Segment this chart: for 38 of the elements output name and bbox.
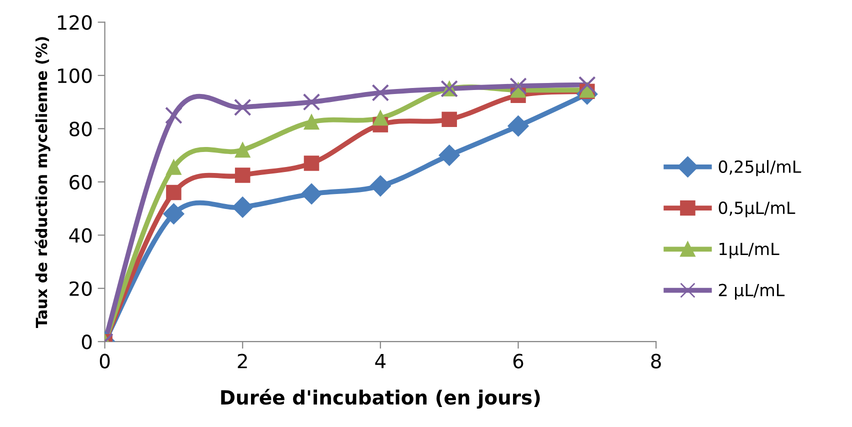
point (372, 110, 388, 126)
point (510, 77, 527, 95)
point (166, 160, 182, 175)
point (302, 93, 320, 111)
point (372, 84, 390, 102)
point (508, 115, 529, 137)
x-tick-label: 6 (513, 354, 524, 368)
x-axis-title: Durée d'incubation (en jours) (221, 388, 540, 409)
y-tick-label: 0 (82, 334, 92, 350)
x-tick-label: 0 (100, 354, 110, 368)
x-tick-label: 8 (651, 354, 661, 368)
point (165, 106, 182, 124)
point (370, 175, 391, 196)
legend-label: 0,5µL/mL (718, 201, 796, 218)
point (234, 168, 250, 183)
legend-label: 0,25µl/mL (718, 160, 802, 176)
point (578, 76, 596, 94)
point (304, 114, 320, 130)
legend-label: 2 µL/mL (718, 284, 785, 300)
point (232, 196, 254, 218)
point (166, 184, 182, 200)
y-tick-label: 40 (69, 228, 92, 243)
x-tick-label: 4 (375, 354, 386, 368)
point (234, 98, 252, 116)
y-tick-label: 60 (70, 174, 92, 190)
legend-label: 1µL/mL (720, 242, 780, 258)
point (234, 142, 250, 158)
point (300, 183, 322, 204)
point (163, 203, 184, 224)
point (304, 156, 320, 171)
point (438, 144, 460, 166)
point (442, 112, 457, 127)
y-tick-label: 20 (70, 281, 92, 296)
y-axis-title: Taux de réduction mycelienne (%) (34, 37, 50, 328)
x-tick-label: 2 (238, 354, 247, 368)
y-tick-label: 80 (70, 122, 92, 136)
y-tick-label: 120 (58, 15, 92, 30)
y-tick-label: 100 (58, 68, 92, 84)
